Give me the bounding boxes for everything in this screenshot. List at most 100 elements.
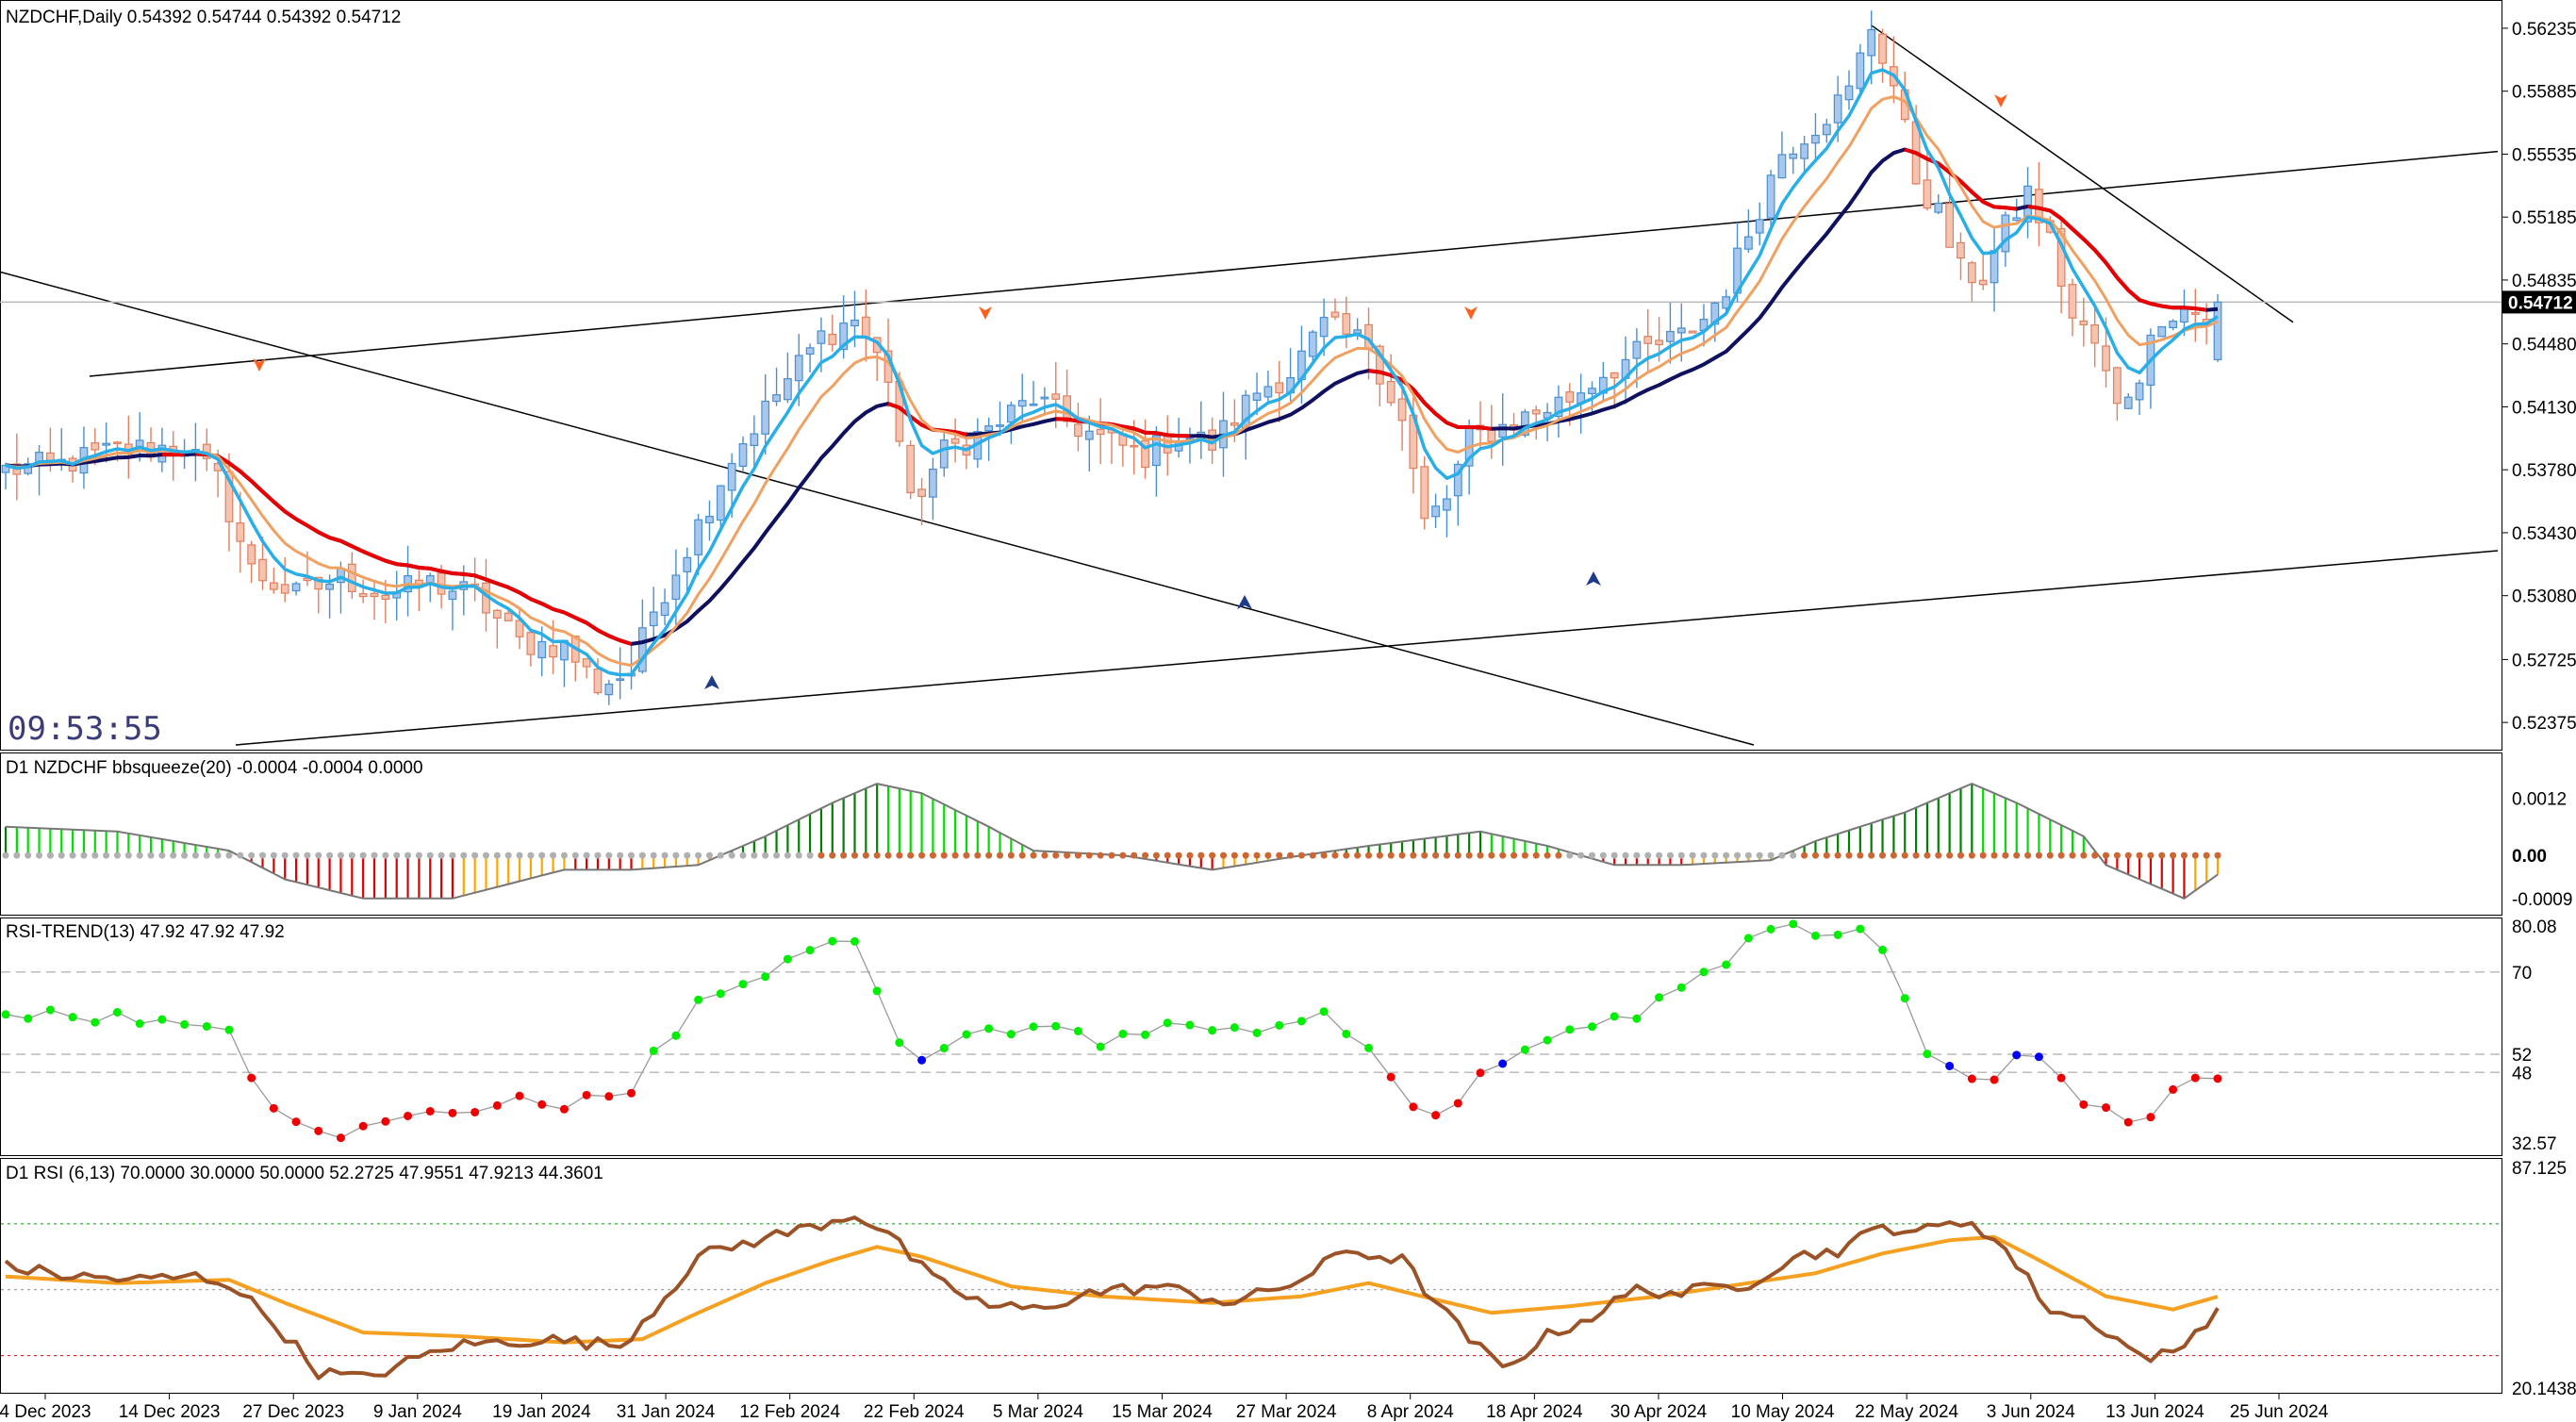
channel-lower-line	[235, 550, 2499, 746]
squeeze-dot	[1689, 852, 1696, 859]
squeeze-dot	[985, 852, 993, 859]
candle-body	[2079, 320, 2089, 325]
squeeze-dot	[550, 852, 557, 859]
squeeze-dot	[538, 852, 546, 859]
squeeze-dot	[2024, 852, 2032, 859]
rsi-trend-dot	[1006, 1030, 1016, 1039]
rsi-trend-dot	[1275, 1020, 1284, 1030]
candle-body	[2068, 284, 2077, 319]
squeeze-dot	[1656, 852, 1663, 859]
rsi-trend-dot	[1051, 1021, 1061, 1031]
squeeze-dot	[695, 852, 702, 859]
squeeze-dot	[907, 852, 915, 859]
candle-body	[1777, 154, 1787, 179]
rsi-trend-dot	[1878, 945, 1888, 954]
rsi-trend-dot	[425, 1106, 435, 1116]
squeeze-dot	[2103, 852, 2110, 859]
candle-body	[1431, 505, 1440, 518]
rsi-trend-dot	[157, 1015, 167, 1024]
squeeze-dot	[13, 852, 21, 859]
price-tick-label: 0.53430	[2512, 524, 2576, 544]
candle-body	[1655, 339, 1663, 345]
date-tick-label: 19 Jan 2024	[492, 1402, 591, 1422]
rsi-trend-dot	[1743, 934, 1753, 943]
candle-body	[738, 443, 748, 468]
date-tick-label: 9 Jan 2024	[373, 1402, 462, 1422]
squeeze-dot	[1566, 852, 1574, 859]
squeeze-dot	[1744, 852, 1752, 859]
candle-body	[1275, 382, 1284, 394]
rsi-trend-tick-label: 70	[2512, 964, 2532, 984]
rsi-header: D1 RSI (6,13) 70.0000 30.0000 50.0000 52…	[6, 1164, 603, 1183]
candle-body	[2213, 301, 2222, 361]
candle-body	[1867, 28, 1876, 57]
candle-body	[2001, 214, 2010, 253]
candle-body	[1934, 202, 1943, 213]
price-axis: 0.56235 0.55885 0.55535 0.55185 0.54835 0.544…	[2502, 20, 2576, 734]
candle-body	[1096, 428, 1105, 436]
price-tick-label: 0.55535	[2512, 145, 2576, 165]
squeeze-dot	[1588, 852, 1595, 859]
squeeze-dot	[1711, 852, 1719, 859]
candle-body	[1610, 372, 1619, 379]
rsi-trend-dot	[2034, 1052, 2043, 1062]
squeeze-dot	[1219, 852, 1227, 859]
squeeze-dot	[2046, 852, 2054, 859]
candle-body	[2056, 227, 2066, 288]
squeeze-dot	[1119, 852, 1127, 859]
candle-body	[1878, 33, 1887, 64]
candle-body	[1342, 313, 1351, 335]
squeeze-tick-label: -0.0009	[2512, 890, 2572, 910]
squeeze-dot	[2080, 852, 2088, 859]
candle-body	[1029, 403, 1038, 406]
rsi-trend-dot	[45, 1005, 55, 1015]
candle-body	[314, 576, 323, 590]
rsi-trend-line	[5, 923, 2219, 1139]
squeeze-dot	[672, 852, 680, 859]
candle-body	[337, 568, 345, 584]
rsi-trend-dot	[2190, 1073, 2200, 1083]
squeeze-dot	[237, 852, 244, 859]
squeeze-dot	[1007, 852, 1015, 859]
squeeze-dot	[1432, 852, 1440, 859]
squeeze-dot	[884, 852, 892, 859]
candle-body	[2023, 185, 2032, 223]
squeeze-dot	[1555, 852, 1562, 859]
date-tick-label: 27 Dec 2023	[242, 1402, 344, 1422]
squeeze-dot	[426, 852, 434, 859]
rsi-trend-dot	[1185, 1020, 1195, 1030]
candle-body	[370, 592, 379, 598]
rsi-trend-dot	[1900, 994, 1909, 1003]
squeeze-dot	[1610, 852, 1618, 859]
squeeze-dot	[1443, 852, 1450, 859]
squeeze-dot	[1544, 852, 1551, 859]
candle-body	[1800, 143, 1808, 159]
candle-body	[649, 611, 658, 627]
candle-body	[492, 609, 502, 619]
date-tick-label: 31 Jan 2024	[617, 1402, 716, 1422]
squeeze-dot	[1343, 852, 1350, 859]
candle-body	[761, 400, 770, 435]
ma-slow-down-segment	[1055, 417, 1190, 438]
rsi-trend-dot	[559, 1104, 569, 1114]
price-tick-label: 0.52375	[2512, 714, 2576, 734]
candle-body	[291, 583, 301, 592]
squeeze-dot	[784, 852, 791, 859]
rsi-trend-dot	[649, 1046, 658, 1055]
squeeze-dot	[1857, 852, 1864, 859]
squeeze-dot	[1365, 852, 1373, 859]
candle-body	[1487, 429, 1496, 442]
rsi-trend-pane-frame	[0, 918, 2502, 1156]
ma-slow-down-segment	[887, 402, 967, 437]
clock: 09:53:55	[8, 710, 162, 748]
rsi-trend-dot	[1, 1010, 10, 1019]
candle-body	[1006, 405, 1016, 423]
squeeze-dot	[1376, 852, 1383, 859]
candle-body	[1420, 466, 1429, 520]
squeeze-dot	[1644, 852, 1652, 859]
rsi-trend-dot	[471, 1107, 480, 1116]
squeeze-dot	[1577, 852, 1585, 859]
squeeze-dot	[2170, 852, 2177, 859]
rsi-trend-dot	[1722, 960, 1731, 969]
